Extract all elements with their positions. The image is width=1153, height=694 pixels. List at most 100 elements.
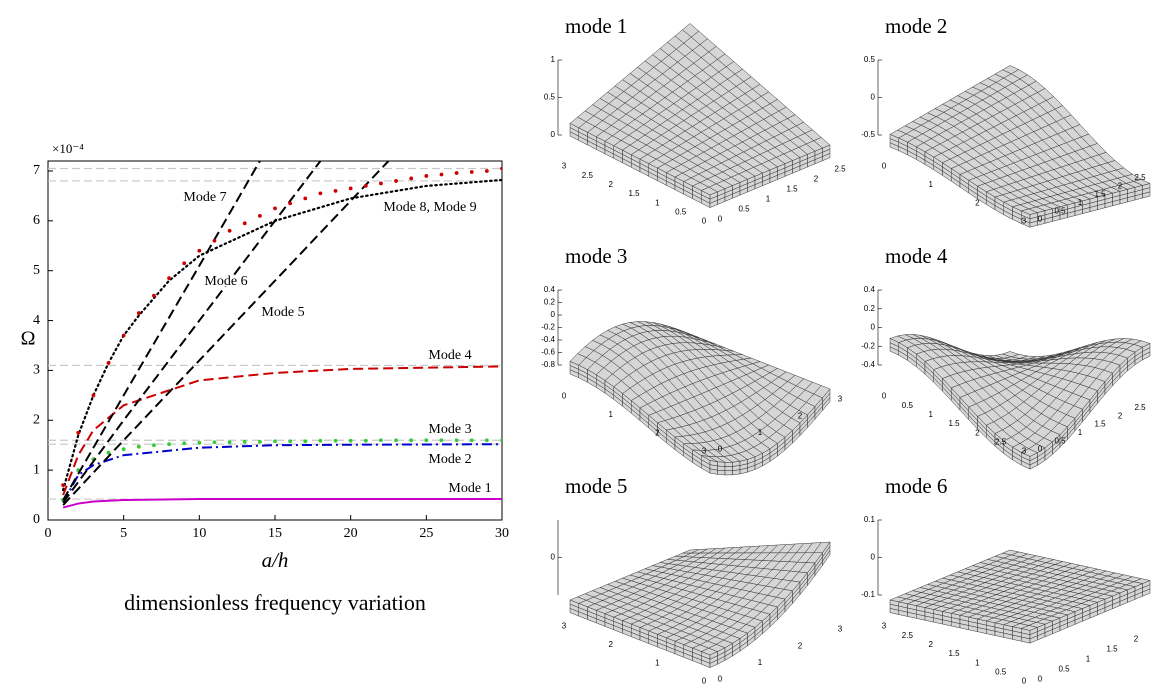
x-tick-label: 20	[344, 526, 358, 541]
marker	[439, 172, 444, 177]
b-tick-label: 2	[1118, 181, 1123, 190]
line	[62, 365, 502, 496]
b-tick-label: 0	[1038, 675, 1043, 684]
y-tick-label: 0	[33, 512, 40, 527]
marker	[197, 248, 202, 253]
a-tick-label: 0	[702, 677, 707, 686]
marker	[227, 228, 232, 233]
marker	[469, 438, 474, 443]
x-tick-label: 5	[120, 526, 127, 541]
b-tick-label: 0.5	[1054, 436, 1066, 445]
a-tick-label: 1.5	[628, 189, 640, 198]
marker	[424, 174, 429, 178]
a-tick-label: 0.5	[675, 208, 687, 217]
scale-label: ×10⁻⁴	[52, 141, 84, 156]
b-tick-label: 3	[838, 625, 843, 634]
wall-cell	[1142, 588, 1151, 597]
b-tick-label: 0.5	[1058, 665, 1070, 674]
wall-cell	[1142, 191, 1151, 199]
marker	[484, 438, 489, 443]
a-tick-label: 3	[562, 622, 567, 631]
a-tick-label: 0.5	[902, 401, 914, 410]
marker	[61, 483, 66, 487]
marker	[121, 447, 126, 452]
marker	[76, 430, 81, 435]
b-tick-label: 0	[718, 675, 723, 684]
line	[62, 161, 261, 501]
wall-cell	[724, 461, 733, 467]
z-tick-label: -0.1	[861, 590, 875, 599]
marker	[303, 196, 308, 201]
z-tick-label: -0.6	[541, 348, 555, 357]
marker	[469, 170, 474, 174]
b-tick-label: 0	[718, 215, 723, 224]
a-tick-label: 1.5	[948, 649, 960, 658]
a-tick-label: 3	[562, 162, 567, 171]
marker	[273, 206, 277, 211]
marker	[212, 440, 217, 445]
line	[62, 178, 502, 492]
a-tick-label: 0	[882, 392, 887, 401]
series-label: Mode 7	[183, 190, 226, 205]
marker	[439, 438, 444, 443]
y-tick-label: 1	[33, 462, 40, 477]
marker	[152, 293, 156, 298]
series-label: Mode 1	[448, 481, 491, 496]
a-tick-label: 1	[655, 658, 660, 667]
marker	[152, 443, 156, 448]
marker	[242, 439, 247, 444]
panel-title: mode 4	[885, 244, 948, 268]
a-tick-label: 2	[975, 198, 980, 207]
b-tick-label: 1.5	[1106, 645, 1118, 654]
panel-title: mode 5	[565, 474, 627, 498]
x-tick-label: 0	[45, 526, 52, 541]
z-tick-label: 0.5	[544, 93, 556, 102]
z-tick-label: -0.2	[541, 323, 555, 332]
a-tick-label: 0	[882, 162, 887, 171]
marker	[348, 438, 353, 443]
b-tick-label: 2	[814, 175, 819, 184]
z-tick-label: 1	[551, 55, 556, 64]
z-tick-label: 0	[871, 323, 876, 332]
a-tick-label: 1	[608, 410, 613, 419]
z-tick-label: 0	[551, 310, 556, 319]
a-tick-label: 2.5	[582, 171, 594, 180]
wall-cell	[724, 470, 733, 476]
marker	[500, 166, 502, 171]
line	[62, 443, 502, 504]
z-tick-label: 0.2	[864, 304, 876, 313]
z-tick-label: 0	[551, 553, 556, 562]
marker	[394, 179, 398, 183]
marker	[227, 440, 232, 445]
y-tick-label: 7	[33, 163, 40, 178]
b-tick-label: 1	[1086, 655, 1091, 664]
b-tick-label: 1	[766, 195, 771, 204]
wall-cell	[732, 469, 741, 476]
b-tick-label: 2.5	[1134, 173, 1146, 182]
marker	[136, 444, 141, 449]
b-tick-label: 1	[1078, 428, 1083, 437]
marker	[212, 238, 217, 243]
a-tick-label: 1	[928, 180, 933, 189]
marker	[454, 438, 459, 443]
marker	[257, 213, 262, 218]
marker	[288, 201, 293, 206]
a-tick-label: 3	[1022, 217, 1027, 226]
z-tick-label: 0	[871, 93, 876, 102]
panel-title: mode 2	[885, 14, 947, 38]
marker	[318, 438, 323, 443]
marker	[318, 191, 323, 196]
a-tick-label: 0	[562, 392, 567, 401]
marker	[91, 393, 96, 398]
panel-title: mode 6	[885, 474, 947, 498]
b-tick-label: 0	[718, 445, 723, 454]
x-tick-label: 25	[419, 526, 433, 541]
b-tick-label: 1.5	[1094, 420, 1106, 429]
marker	[257, 439, 262, 444]
marker	[182, 261, 187, 266]
z-tick-label: 0.4	[864, 285, 876, 294]
a-tick-label: 0	[1022, 677, 1027, 686]
series-label: Mode 5	[261, 305, 304, 320]
panel-title: mode 1	[565, 14, 627, 38]
